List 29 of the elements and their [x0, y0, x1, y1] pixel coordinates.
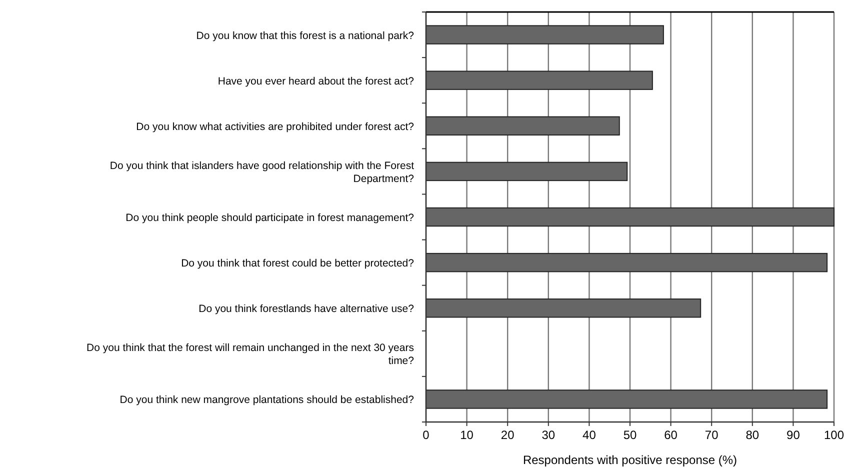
x-tick-label: 30 — [542, 428, 556, 442]
x-tick-label: 50 — [623, 428, 637, 442]
x-axis-title: Respondents with positive response (%) — [522, 453, 738, 467]
bar — [426, 298, 702, 318]
y-tick-label: Do you think forestlands have alternative use? — [198, 303, 414, 316]
x-tick-label: 100 — [824, 428, 844, 442]
y-tick-label: Do you know that this forest is a national park? — [196, 30, 414, 42]
x-tick-label: 40 — [582, 428, 596, 442]
y-tick-label: Do you think that the forest will remain unchanged in the next 30 years time? — [86, 342, 414, 368]
bar — [426, 207, 834, 227]
x-tick-label: 80 — [746, 428, 760, 442]
bar — [426, 390, 828, 409]
x-tick-label: 20 — [500, 428, 515, 442]
x-tick-label: 60 — [664, 428, 678, 442]
y-tick-label: Have you ever heard about the forest act? — [218, 75, 414, 88]
y-tick-label: Do you think that forest could be better protected? — [181, 258, 414, 270]
y-tick-label: Do you know what activities are prohibited under forest act? — [136, 120, 414, 133]
bar — [426, 252, 828, 272]
bar — [426, 25, 664, 44]
x-tick-label: 0 — [422, 428, 430, 442]
bar — [426, 116, 620, 136]
y-tick-label: Do you think people should participate in forest management? — [126, 212, 414, 224]
x-tick-label: 10 — [460, 428, 474, 442]
y-tick-label: Do you think new mangrove plantations should be established? — [120, 394, 414, 406]
bar — [426, 162, 628, 182]
bar — [426, 70, 653, 90]
x-tick-label: 90 — [786, 428, 800, 442]
y-tick-label: Do you think that islanders have good relationship with the Forest Department? — [110, 160, 414, 185]
x-tick-label: 70 — [704, 428, 719, 442]
